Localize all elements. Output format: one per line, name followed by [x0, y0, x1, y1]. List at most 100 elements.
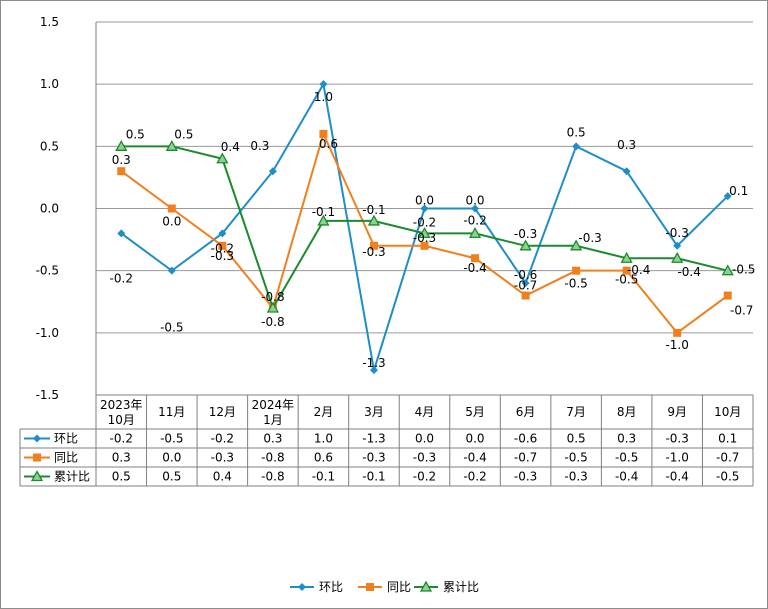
data-point [167, 266, 176, 275]
y-tick-label: -1.5 [36, 388, 59, 402]
legend-label: 累计比 [443, 580, 479, 594]
y-tick-label: 0.5 [40, 139, 59, 153]
category-label: 5月 [465, 405, 485, 419]
category-label: 11月 [158, 405, 185, 419]
legend-marker [419, 580, 433, 592]
table-value: -0.7 [514, 451, 537, 465]
data-label: -0.3 [413, 231, 436, 245]
category-label: 10月 [714, 405, 741, 419]
data-point [266, 301, 279, 313]
y-tick-label: -0.5 [36, 264, 59, 278]
data-point [218, 229, 227, 238]
series-name: 累计比 [54, 470, 90, 484]
legend-label: 同比 [387, 580, 411, 594]
data-label: -0.4 [677, 265, 700, 279]
data-label: 0.3 [617, 138, 636, 152]
category-label: 2月 [314, 405, 334, 419]
table-value: -1.3 [362, 432, 385, 446]
data-point [367, 214, 381, 226]
data-label: -0.2 [110, 271, 133, 285]
data-label: -0.4 [463, 261, 486, 275]
table-value: -0.5 [160, 432, 183, 446]
table-value: 1.0 [314, 432, 333, 446]
data-point [369, 366, 378, 375]
data-point [165, 139, 178, 151]
data-label: 0.6 [319, 137, 338, 151]
table-value: -0.1 [362, 470, 385, 484]
data-label: -0.7 [514, 279, 537, 293]
data-point [673, 328, 682, 337]
data-point [721, 264, 734, 276]
data-label: -0.5 [160, 321, 183, 335]
legend-key-marker [30, 470, 44, 482]
data-label: -1.0 [665, 338, 688, 352]
data-point [673, 241, 682, 250]
table-value: -0.6 [514, 432, 537, 446]
data-point [471, 254, 480, 263]
table-value: -0.5 [716, 470, 739, 484]
data-label: -0.5 [732, 263, 755, 277]
data-point [115, 139, 128, 151]
data-point [369, 241, 378, 250]
legend-marker [298, 583, 306, 591]
data-label: 0.5 [174, 127, 193, 141]
data-point [319, 129, 328, 138]
y-tick-label: 0.0 [40, 202, 59, 216]
data-point [167, 204, 176, 213]
data-point [216, 152, 229, 164]
table-value: -0.3 [564, 470, 587, 484]
table-value: 0.5 [567, 432, 586, 446]
table-value: 0.1 [718, 432, 737, 446]
table-value: 0.6 [314, 451, 333, 465]
data-point [622, 266, 631, 275]
table-value: 0.3 [263, 432, 282, 446]
data-point [420, 241, 429, 250]
data-point [521, 279, 530, 288]
series-name: 同比 [54, 451, 78, 465]
data-label: -0.5 [564, 277, 587, 291]
table-value: -0.1 [312, 470, 335, 484]
table-value: -0.4 [463, 451, 486, 465]
data-point [572, 142, 581, 151]
category-label: 1月 [263, 413, 283, 427]
legend-key-marker [33, 453, 41, 462]
table-value: 0.3 [112, 451, 131, 465]
table-value: -0.2 [110, 432, 133, 446]
table-value: 0.4 [213, 470, 232, 484]
data-label: -0.5 [615, 273, 638, 287]
category-label: 8月 [617, 405, 637, 419]
table-value: 0.5 [112, 470, 131, 484]
table-value: -0.5 [615, 451, 638, 465]
table-value: -0.3 [413, 451, 436, 465]
table-value: -0.2 [413, 470, 436, 484]
data-label: -0.8 [261, 315, 284, 329]
table-value: 0.3 [617, 432, 636, 446]
data-point [218, 241, 227, 250]
table-value: -0.3 [665, 432, 688, 446]
table-value: 0.0 [162, 451, 181, 465]
y-tick-label: 1.0 [40, 77, 59, 91]
category-label: 3月 [364, 405, 384, 419]
data-label: 0.0 [465, 194, 484, 208]
data-label: 0.4 [221, 140, 240, 154]
data-point [519, 239, 532, 251]
data-label: 0.5 [126, 127, 145, 141]
table-value: 0.0 [465, 432, 484, 446]
data-label: -0.1 [362, 203, 385, 217]
table-value: -1.0 [665, 451, 688, 465]
legend-label: 环比 [319, 580, 343, 594]
table-value: -0.3 [211, 451, 234, 465]
data-label: 0.3 [250, 139, 269, 153]
category-label: 4月 [415, 405, 435, 419]
table-value: -0.2 [463, 470, 486, 484]
table-value: -0.3 [362, 451, 385, 465]
table-value: -0.2 [211, 432, 234, 446]
data-label: -0.1 [312, 205, 335, 219]
table-value: -0.3 [514, 470, 537, 484]
data-label: -0.7 [730, 304, 753, 318]
category-label: 12月 [209, 405, 236, 419]
data-label: 0.5 [567, 125, 586, 139]
y-tick-label: -1.0 [36, 326, 59, 340]
data-label: -1.3 [362, 356, 385, 370]
